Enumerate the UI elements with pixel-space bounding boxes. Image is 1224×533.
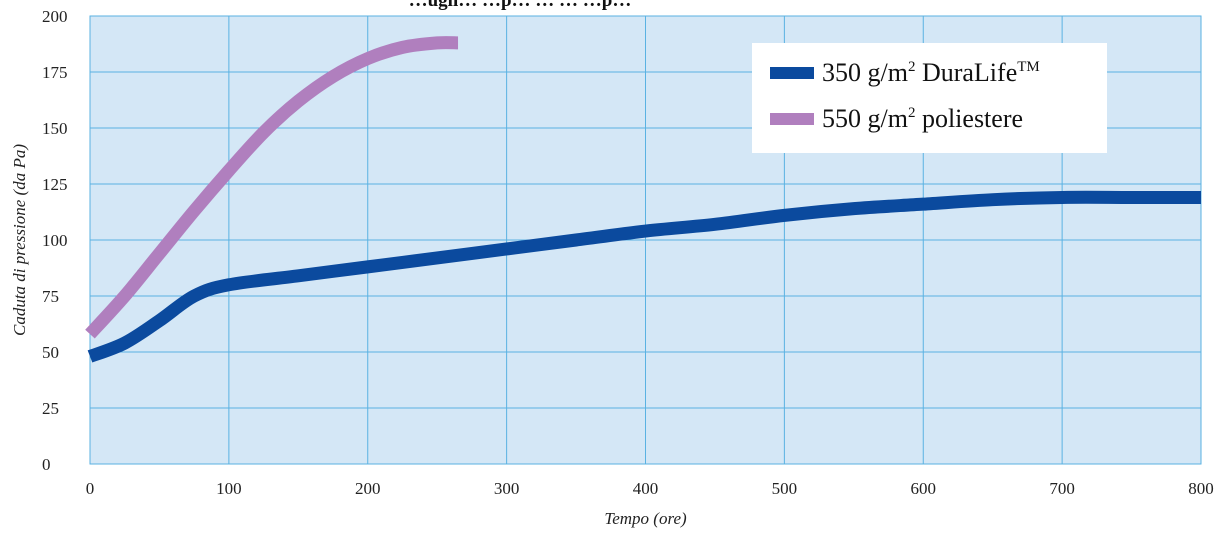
x-axis-ticks: 0 100 200 300 400 500 600 700 800 [86,479,1214,498]
y-tick-label: 125 [42,175,68,194]
legend-swatch-0 [770,67,814,79]
y-tick-label: 75 [42,287,59,306]
y-tick-label: 50 [42,343,59,362]
y-axis-label: Caduta di pressione (da Pa) [10,144,29,336]
x-tick-label: 100 [216,479,242,498]
y-tick-label: 25 [42,399,59,418]
x-tick-label: 700 [1049,479,1075,498]
x-axis-label: Tempo (ore) [604,509,687,528]
x-tick-label: 400 [633,479,659,498]
x-tick-label: 0 [86,479,95,498]
y-axis-ticks: 0 25 50 75 100 125 150 175 200 [42,7,68,474]
x-tick-label: 300 [494,479,520,498]
x-tick-label: 600 [911,479,937,498]
chart-title: …ugli… …p… … … …p… [409,0,632,11]
y-tick-label: 0 [42,455,51,474]
y-tick-label: 150 [42,119,68,138]
legend: 350 g/m2 DuraLifeTM 550 g/m2 poliestere [752,43,1107,153]
x-tick-label: 200 [355,479,381,498]
legend-label-1: 550 g/m2 poliestere [822,104,1023,133]
y-tick-label: 100 [42,231,68,250]
y-tick-label: 175 [42,63,68,82]
legend-label-0: 350 g/m2 DuraLifeTM [822,58,1040,87]
y-tick-label: 200 [42,7,68,26]
x-tick-label: 500 [772,479,798,498]
legend-swatch-1 [770,113,814,125]
x-tick-label: 800 [1188,479,1214,498]
